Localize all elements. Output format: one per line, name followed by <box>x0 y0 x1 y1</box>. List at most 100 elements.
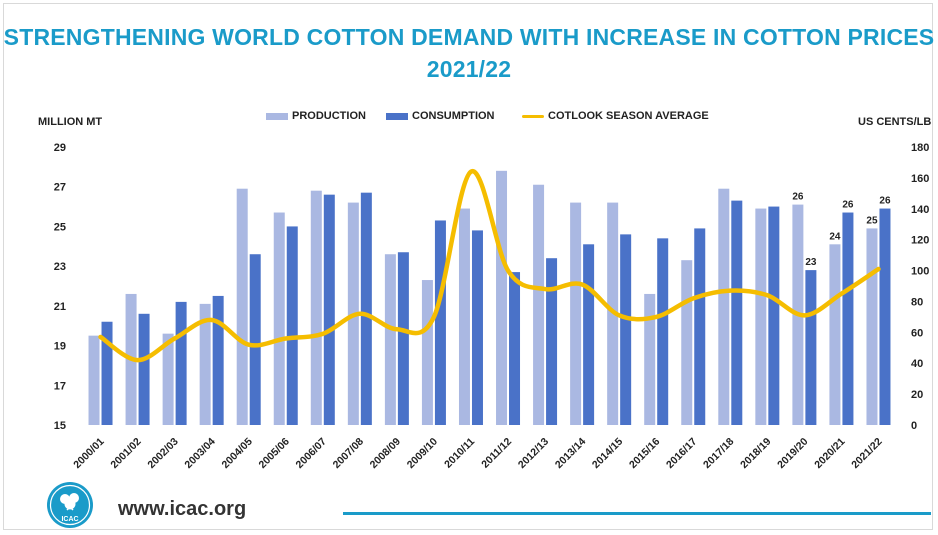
series-line-cotlook <box>98 169 881 363</box>
bar-production-2012-13 <box>533 184 545 425</box>
legend-swatch-consumption <box>386 112 408 120</box>
x-axis-tick-label: 2007/08 <box>331 436 366 471</box>
bar-consumption-2003-04 <box>212 295 224 425</box>
bar-production-2020-21 <box>829 244 841 425</box>
right-axis-tick-label: 20 <box>911 389 923 401</box>
x-axis-tick-label: 2020/21 <box>812 436 847 471</box>
x-axis-tick-label: 2001/02 <box>108 436 143 471</box>
bar-production-2011-12 <box>496 170 508 425</box>
left-axis-tick-label: 19 <box>54 341 66 353</box>
bar-consumption-2015-16 <box>657 238 669 425</box>
bar-production-2017-18 <box>718 188 730 425</box>
bar-consumption-2007-08 <box>360 192 372 425</box>
x-axis-tick-label: 2002/03 <box>145 436 180 471</box>
legend-item-cotlook: COTLOOK SEASON AVERAGE <box>522 108 709 124</box>
bar-consumption-2013-14 <box>583 244 595 425</box>
legend-item-production: PRODUCTION <box>266 108 366 124</box>
bar-consumption-2004-05 <box>249 254 261 425</box>
data-label-consumption: 26 <box>879 196 891 207</box>
bar-consumption-2017-18 <box>731 200 743 425</box>
left-axis-tick-label: 23 <box>54 261 66 273</box>
bar-consumption-2009-10 <box>434 220 446 425</box>
x-axis-tick-label: 2017/18 <box>701 436 736 471</box>
bar-consumption-2011-12 <box>509 272 521 425</box>
left-axis-tick-label: 15 <box>54 420 66 432</box>
bar-consumption-2010-11 <box>471 230 483 425</box>
legend-label-production: PRODUCTION <box>292 110 366 122</box>
legend-label-cotlook: COTLOOK SEASON AVERAGE <box>548 110 709 122</box>
chart-subtitle-year: 2021/22 <box>426 56 512 82</box>
x-axis-tick-label: 2008/09 <box>368 436 403 471</box>
x-axis-tick-label: 2005/06 <box>257 436 292 471</box>
right-axis-tick-label: 80 <box>911 296 923 308</box>
legend-item-consumption: CONSUMPTION <box>386 108 495 124</box>
right-axis-tick-label: 160 <box>911 173 929 185</box>
icac-logo: ICAC <box>47 482 93 528</box>
bar-consumption-2019-20 <box>805 270 817 425</box>
x-axis-tick-label: 2003/04 <box>182 436 217 471</box>
svg-text:ICAC: ICAC <box>61 516 78 523</box>
bar-production-2021-22 <box>866 228 878 425</box>
bar-consumption-2001-02 <box>138 313 150 425</box>
bar-consumption-2020-21 <box>842 212 854 425</box>
bar-production-2002-03 <box>162 333 174 425</box>
right-axis-tick-label: 140 <box>911 204 929 216</box>
left-axis-tick-label: 29 <box>54 142 66 154</box>
bar-production-2004-05 <box>236 188 248 425</box>
bar-production-2009-10 <box>421 280 433 425</box>
x-axis-tick-label: 2021/22 <box>849 436 884 471</box>
chart-title: STRENGTHENING WORLD COTTON DEMAND WITH I… <box>3 24 935 50</box>
bar-consumption-2021-22 <box>879 208 891 425</box>
x-axis-tick-label: 2018/19 <box>738 436 773 471</box>
x-axis-tick-label: 2010/11 <box>442 436 477 471</box>
bar-consumption-2008-09 <box>397 252 409 425</box>
x-axis-tick-label: 2013/14 <box>553 436 588 471</box>
left-axis-tick-label: 21 <box>54 301 66 313</box>
left-axis-tick-label: 27 <box>54 182 66 194</box>
bar-production-2000-01 <box>88 335 100 425</box>
legend-swatch-cotlook <box>522 114 544 118</box>
legend-label-consumption: CONSUMPTION <box>412 110 495 122</box>
x-axis-tick-label: 2014/15 <box>590 436 625 471</box>
bar-consumption-2014-15 <box>620 234 632 425</box>
data-label-production: 25 <box>866 215 878 226</box>
bar-production-2013-14 <box>570 202 582 425</box>
left-axis-tick-label: 17 <box>54 380 66 392</box>
bar-consumption-2018-19 <box>768 206 780 425</box>
right-axis-tick-label: 120 <box>911 235 929 247</box>
bar-consumption-2005-06 <box>286 226 298 425</box>
bar-production-2006-07 <box>310 190 322 425</box>
x-axis-tick-label: 2012/13 <box>516 436 551 471</box>
footer-divider <box>343 512 931 515</box>
chart-legend: PRODUCTION CONSUMPTION COTLOOK SEASON AV… <box>0 108 938 124</box>
right-axis-tick-label: 60 <box>911 327 923 339</box>
data-label-consumption: 26 <box>842 200 854 211</box>
x-axis-tick-label: 2011/12 <box>479 436 514 471</box>
right-axis-tick-label: 100 <box>911 266 929 278</box>
right-axis-unit-label: US CENTS/LB <box>858 116 932 128</box>
bar-production-2016-17 <box>681 260 693 425</box>
bar-production-2018-19 <box>755 208 767 425</box>
left-axis-unit-label: MILLION MT <box>38 116 103 128</box>
right-axis-tick-label: 180 <box>911 142 929 154</box>
x-axis-tick-label: 2009/10 <box>405 436 440 471</box>
bar-production-2015-16 <box>644 293 656 425</box>
bar-production-2005-06 <box>273 212 285 425</box>
bar-consumption-2016-17 <box>694 228 706 425</box>
bar-consumption-2002-03 <box>175 301 187 425</box>
left-axis-tick-label: 25 <box>54 221 66 233</box>
bar-production-2003-04 <box>199 303 211 425</box>
data-label-consumption: 23 <box>805 257 817 268</box>
x-axis-tick-label: 2016/17 <box>664 436 699 471</box>
bar-consumption-2000-01 <box>101 321 113 425</box>
x-axis-tick-label: 2000/01 <box>71 436 106 471</box>
data-label-production: 26 <box>792 192 804 203</box>
bar-production-2010-11 <box>458 208 470 425</box>
bar-consumption-2012-13 <box>546 258 558 425</box>
right-axis-tick-label: 0 <box>911 420 917 432</box>
bar-consumption-2006-07 <box>323 194 335 425</box>
data-label-production: 24 <box>829 231 841 242</box>
x-axis-tick-label: 2015/16 <box>627 436 662 471</box>
footer-website-link[interactable]: www.icac.org <box>118 498 247 520</box>
